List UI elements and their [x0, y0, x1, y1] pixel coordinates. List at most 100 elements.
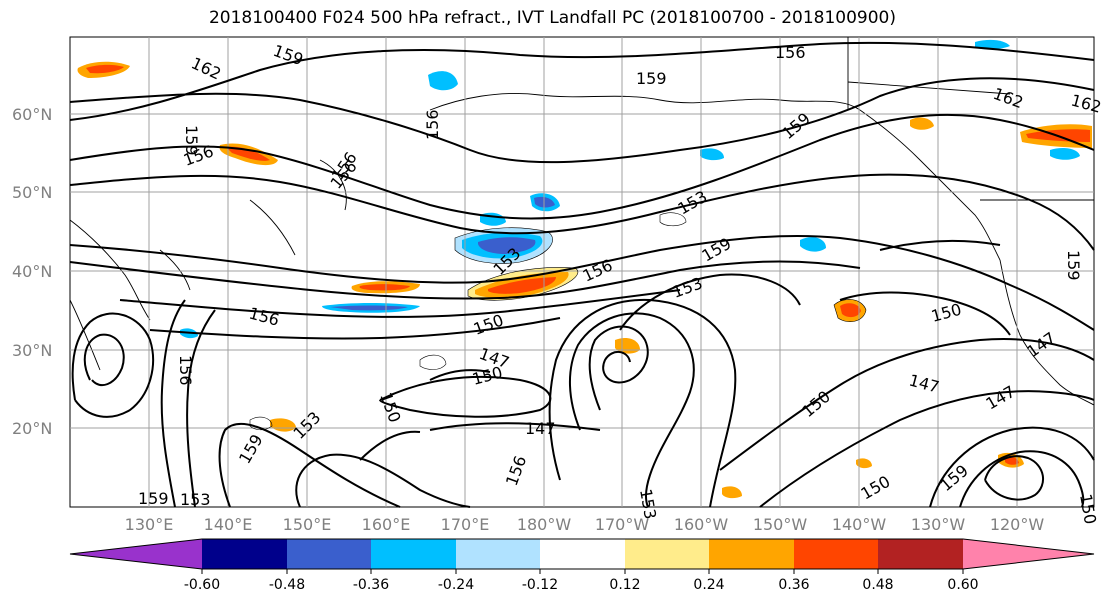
contour-line: [295, 453, 471, 508]
anomaly-outline: [419, 354, 447, 370]
coastlines: [69, 37, 1095, 406]
lat-label: 30°N: [12, 341, 52, 360]
colorbar-tick-label: -0.12: [522, 577, 558, 593]
lon-label: 180°W: [517, 515, 572, 534]
colorbar-tick-label: 0.60: [947, 577, 978, 593]
contour-line: [218, 422, 401, 508]
lon-label: 160°E: [362, 515, 411, 534]
contour-line: [759, 390, 1095, 508]
coastline: [69, 299, 101, 371]
contour-label: 156: [176, 355, 195, 386]
lon-label: 160°W: [674, 515, 729, 534]
contour-line: [149, 317, 561, 340]
refractivity-contours: [69, 41, 1095, 508]
contour-line: [186, 309, 216, 508]
map-title: 2018100400 F024 500 hPa refract., IVT La…: [208, 8, 896, 28]
anomaly-patch: [86, 64, 124, 74]
lon-label: 170°E: [441, 515, 490, 534]
contour-line: [839, 291, 1011, 336]
anomaly-patch: [1005, 456, 1019, 465]
lat-label: 40°N: [12, 262, 52, 281]
contour-line: [929, 426, 1095, 508]
anomaly-patch: [856, 458, 872, 469]
colorbar-tick-label: 0.48: [862, 577, 893, 593]
anomaly-patch: [840, 303, 861, 318]
colorbar-cell: [625, 539, 709, 569]
anomaly-patch: [700, 148, 724, 161]
contour-line: [379, 375, 552, 418]
coastline: [847, 81, 1011, 95]
colorbar-cell: [878, 539, 963, 569]
anomaly-patch: [428, 71, 458, 91]
colorbar-ticks: [201, 569, 964, 574]
contour-line: [69, 113, 1095, 220]
contour-line: [69, 41, 1095, 121]
lon-label: 130°E: [125, 515, 174, 534]
anomaly-patch: [1050, 148, 1080, 160]
anomaly-patch: [975, 39, 1010, 50]
coastline: [859, 109, 1001, 261]
anomaly-patch: [226, 146, 270, 161]
lon-label: 120°W: [990, 515, 1045, 534]
anomaly-patch: [910, 117, 934, 130]
contour-line: [429, 422, 601, 431]
contour-line: [69, 234, 1095, 331]
contour-label: 156: [423, 109, 442, 140]
contour-line: [588, 325, 649, 411]
colorbar-tick-label: 0.36: [778, 577, 809, 593]
contour-label: 159: [182, 125, 201, 156]
anomaly-outline: [467, 267, 578, 301]
contour-label: 159: [138, 489, 169, 508]
lon-label: 150°W: [753, 515, 808, 534]
anomaly-outlines: [249, 212, 867, 431]
anomaly-outline: [659, 212, 687, 227]
colorbar-cell: [794, 539, 878, 569]
contour-label: 147: [525, 419, 556, 438]
lon-label: 150°E: [283, 515, 332, 534]
contour-line: [569, 312, 695, 508]
colorbar-tick-label: -0.24: [438, 577, 474, 593]
colorbar-tick-label: 0.24: [693, 577, 724, 593]
contour-label: 150: [1076, 492, 1100, 525]
colorbar-tick-label: -0.60: [184, 577, 220, 593]
contour-label: 159: [636, 69, 667, 88]
contour-line: [719, 338, 1095, 471]
lon-label: 170°W: [595, 515, 650, 534]
contour-line: [359, 430, 421, 461]
colorbar: -0.60 -0.48 -0.36 -0.24 -0.12 0.12 0.24 …: [69, 538, 1095, 593]
contour-line: [984, 455, 1044, 501]
contour-line: [83, 333, 125, 387]
colorbar-cell: [540, 539, 625, 569]
anomaly-patch: [478, 237, 536, 254]
latitude-labels: 60°N 50°N 40°N 30°N 20°N: [12, 105, 52, 438]
contour-line: [119, 289, 681, 318]
contour-label: 156: [775, 43, 806, 62]
contour-line: [69, 77, 1095, 164]
lon-label: 130°W: [911, 515, 966, 534]
colorbar-tick-label: -0.36: [353, 577, 389, 593]
contour-line: [69, 260, 861, 300]
gridlines: [70, 37, 1094, 507]
anomaly-outline: [833, 299, 867, 323]
colorbar-tick-label: -0.48: [269, 577, 305, 593]
coastline: [429, 93, 861, 111]
colorbar-cell: [456, 539, 540, 569]
coastline: [249, 199, 296, 256]
colorbar-cell: [202, 539, 287, 569]
contour-line: [619, 273, 801, 331]
lat-label: 60°N: [12, 105, 52, 124]
anomaly-outline: [454, 227, 553, 264]
lon-label: 140°E: [204, 515, 253, 534]
contour-line: [69, 173, 1095, 251]
colorbar-cell: [709, 539, 794, 569]
contour-label: 153: [180, 490, 211, 509]
contour-line: [160, 299, 186, 508]
anomaly-patch: [330, 305, 408, 311]
colorbar-cell: [70, 539, 202, 569]
contour-line: [879, 239, 1001, 251]
contour-line: [71, 312, 154, 418]
anomaly-patch: [722, 486, 742, 499]
colorbar-cell: [371, 539, 456, 569]
contour-line: [959, 450, 1085, 508]
